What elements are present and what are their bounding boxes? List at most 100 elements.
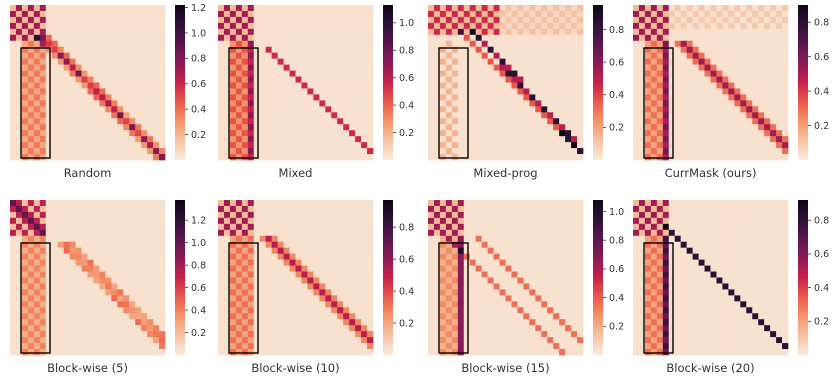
heatmap-cell: [433, 223, 441, 231]
heatmap-cell: [63, 112, 70, 119]
heatmap-cell: [445, 265, 453, 272]
heatmap-cell: [265, 295, 272, 302]
heatmap-cell: [259, 106, 267, 113]
heatmap-cell: [111, 46, 118, 54]
heatmap-cell: [547, 217, 554, 225]
heatmap-cell: [33, 200, 41, 207]
heatmap-cell: [283, 76, 290, 83]
heatmap-cell: [319, 64, 326, 71]
heatmap-cell: [505, 70, 512, 77]
heatmap-cell: [147, 118, 154, 125]
heatmap-cell: [159, 253, 166, 260]
heatmap-cell: [81, 76, 88, 83]
heatmap-cell: [674, 136, 682, 143]
heatmap-cell: [680, 40, 687, 48]
heatmap-cell: [123, 235, 130, 243]
heatmap-cell: [289, 112, 296, 119]
heatmap-cell: [710, 148, 717, 155]
heatmap-cell: [307, 82, 314, 89]
heatmap-cell: [463, 349, 471, 356]
heatmap-cell: [111, 223, 118, 231]
heatmap-cell: [553, 16, 560, 24]
heatmap-cell: [644, 205, 652, 213]
heatmap-cell: [758, 16, 765, 24]
heatmap-cell: [271, 76, 278, 83]
heatmap-cell: [271, 130, 278, 137]
heatmap-cell: [367, 40, 374, 48]
heatmap-cell: [51, 307, 59, 314]
heatmap-cell: [644, 217, 652, 225]
heatmap-cell: [289, 130, 296, 137]
heatmap-cell: [81, 16, 88, 24]
heatmap-cell: [105, 82, 112, 89]
heatmap-cell: [301, 46, 308, 54]
heatmap-cell: [313, 106, 320, 113]
heatmap-cell: [111, 52, 118, 59]
heatmap-cell: [10, 283, 17, 290]
heatmap-cell: [445, 247, 453, 254]
heatmap-cell: [57, 247, 64, 254]
heatmap-cell: [692, 52, 699, 59]
heatmap-cell: [259, 265, 267, 272]
heatmap-cell: [241, 241, 249, 249]
heatmap-cell: [21, 313, 29, 320]
heatmap-cell: [247, 289, 255, 296]
heatmap-cell: [99, 112, 106, 119]
heatmap-cell: [638, 34, 646, 42]
heatmap-cell: [535, 82, 542, 89]
heatmap-cell: [481, 319, 488, 326]
heatmap-cell: [547, 76, 554, 83]
heatmap-cell: [463, 88, 471, 95]
heatmap-cell: [758, 58, 765, 65]
heatmap-cell: [223, 289, 231, 296]
heatmap-cell: [69, 34, 76, 42]
heatmap-cell: [571, 325, 578, 332]
heatmap-cell: [331, 154, 338, 161]
heatmap-cell: [517, 211, 524, 219]
heatmap-cell: [716, 223, 723, 231]
heatmap-cell: [541, 265, 548, 272]
heatmap-cell: [343, 58, 350, 65]
heatmap-cell: [141, 337, 148, 344]
heatmap-cell: [141, 5, 148, 12]
heatmap-cell: [63, 295, 70, 302]
heatmap-cell: [57, 16, 64, 24]
heatmap-cell: [289, 283, 296, 290]
heatmap-cell: [728, 229, 735, 237]
heatmap-cell: [559, 106, 566, 113]
heatmap-cell: [517, 217, 524, 225]
heatmap-cell: [433, 100, 441, 107]
heatmap-cell: [656, 136, 664, 143]
heatmap-cell: [141, 16, 148, 24]
heatmap-cell: [229, 205, 237, 213]
heatmap-cell: [457, 64, 465, 71]
heatmap-cell: [241, 88, 249, 95]
heatmap-cell: [253, 34, 261, 42]
heatmap-cell: [577, 343, 584, 350]
heatmap-cell: [343, 283, 350, 290]
heatmap-cell: [105, 349, 112, 356]
heatmap-cell: [27, 82, 35, 89]
heatmap-cell: [553, 283, 560, 290]
heatmap-cell: [63, 349, 70, 356]
heatmap-cell: [277, 124, 284, 131]
heatmap-cell: [87, 5, 94, 12]
heatmap-cell: [662, 58, 670, 65]
heatmap-cell: [87, 229, 94, 237]
heatmap-cell: [123, 259, 130, 266]
heatmap-cell: [487, 283, 494, 290]
heatmap-cell: [129, 241, 136, 249]
heatmap-cell: [247, 271, 255, 278]
heatmap-cell: [319, 5, 326, 12]
heatmap-cell: [301, 16, 308, 24]
heatmap-cell: [710, 223, 717, 231]
heatmap-cell: [93, 223, 100, 231]
heatmap-cell: [776, 88, 783, 95]
heatmap-cell: [265, 247, 272, 254]
heatmap-cell: [223, 295, 231, 302]
heatmap-cell: [668, 76, 676, 83]
heatmap-cell: [129, 247, 136, 254]
heatmap-cell: [159, 70, 166, 77]
heatmap-cell: [451, 142, 459, 149]
heatmap-cell: [565, 200, 572, 207]
